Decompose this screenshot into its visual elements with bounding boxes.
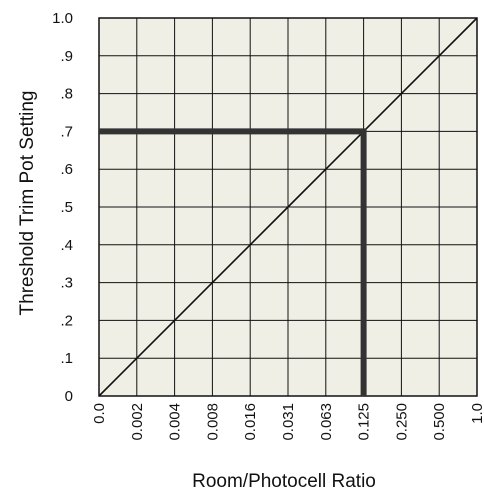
y-tick-label: 1.0 — [52, 10, 73, 27]
x-tick-label: 0.0 — [91, 403, 108, 424]
x-tick-label: 0.008 — [204, 403, 221, 441]
x-tick-label: 0.125 — [356, 403, 373, 441]
y-axis-title: Threshold Trim Pot Setting — [17, 91, 38, 316]
y-tick-label: .2 — [60, 312, 73, 329]
x-tick-label: 0.250 — [393, 403, 410, 441]
annotation-guide-line — [99, 128, 367, 396]
x-axis-title: Room/Photocell Ratio — [192, 471, 376, 491]
x-tick-label: 0.004 — [167, 403, 184, 441]
y-tick-label: .3 — [60, 275, 73, 292]
y-tick-label: .9 — [60, 48, 73, 65]
y-tick-label: .6 — [60, 161, 73, 178]
y-axis-ticks: 0 .1 .2 .3 .4 .5 .6 .7 .8 .9 1.0 — [52, 10, 73, 405]
x-tick-label: 0.063 — [318, 403, 335, 441]
x-axis-ticks: 0.0 0.002 0.004 0.008 0.016 0.031 0.063 0.125 0.… — [91, 403, 484, 441]
x-tick-label: 0.031 — [280, 403, 297, 441]
x-tick-label: 1.0 — [469, 403, 484, 424]
plot-frame — [98, 17, 478, 397]
y-tick-label: .5 — [60, 199, 73, 216]
series-line — [98, 17, 478, 397]
y-tick-label: 0 — [65, 388, 73, 405]
y-tick-label: .1 — [60, 350, 73, 367]
x-tick-label: 0.500 — [431, 403, 448, 441]
chart-marks — [98, 17, 478, 397]
x-tick-label: 0.016 — [242, 403, 259, 441]
y-tick-label: .7 — [60, 123, 73, 140]
y-tick-label: .4 — [60, 237, 73, 254]
x-tick-label: 0.002 — [129, 403, 146, 441]
y-tick-label: .8 — [60, 86, 73, 103]
